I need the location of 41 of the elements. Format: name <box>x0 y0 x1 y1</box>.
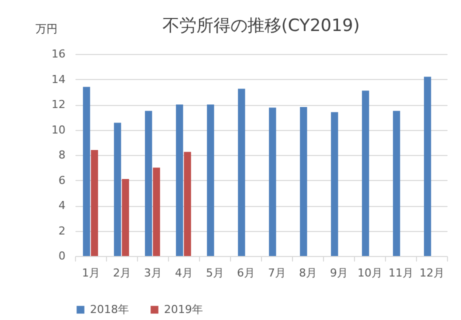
y-tick-label: 12 <box>52 98 66 111</box>
bar <box>122 178 130 256</box>
x-tick-label: 5月 <box>206 266 224 280</box>
bar <box>144 110 152 256</box>
bar <box>82 86 90 256</box>
bar <box>268 108 276 256</box>
x-tick-label: 7月 <box>268 266 286 280</box>
y-axis-title: 万円 <box>36 22 58 36</box>
y-tick-label: 8 <box>58 148 66 162</box>
x-tick-label: 12月 <box>420 266 444 280</box>
x-tick-label: 6月 <box>237 266 255 280</box>
bar <box>206 104 214 256</box>
y-tick-label: 0 <box>58 250 66 262</box>
chart-title: 不労所得の推移(CY2019) <box>162 16 360 36</box>
bar <box>330 112 338 256</box>
x-tick-label: 8月 <box>299 266 317 280</box>
x-tick-label: 9月 <box>330 266 348 280</box>
bar <box>238 88 246 256</box>
bar <box>152 168 160 256</box>
bar <box>424 76 432 256</box>
y-tick-label: 4 <box>58 199 66 212</box>
y-tick-label: 6 <box>58 174 66 187</box>
bar <box>176 104 184 256</box>
x-tick-label: 10月 <box>358 266 382 280</box>
y-tick-label: 2 <box>58 224 66 238</box>
x-tick-label: 11月 <box>388 266 414 280</box>
bar <box>392 110 400 256</box>
bar <box>114 122 122 256</box>
y-tick-label: 16 <box>52 48 66 60</box>
bar <box>90 150 98 256</box>
legend-label: 2019年 <box>164 302 203 316</box>
x-tick-label: 2月 <box>113 266 131 280</box>
bar <box>300 107 308 256</box>
x-tick-label: 1月 <box>82 266 100 280</box>
x-tick-label: 4月 <box>175 266 193 280</box>
y-tick-label: 10 <box>52 123 66 136</box>
bar <box>362 90 370 256</box>
legend-label: 2018年 <box>90 302 129 316</box>
bar <box>184 152 192 256</box>
x-tick-label: 3月 <box>144 266 162 280</box>
y-tick-label: 14 <box>52 72 66 86</box>
